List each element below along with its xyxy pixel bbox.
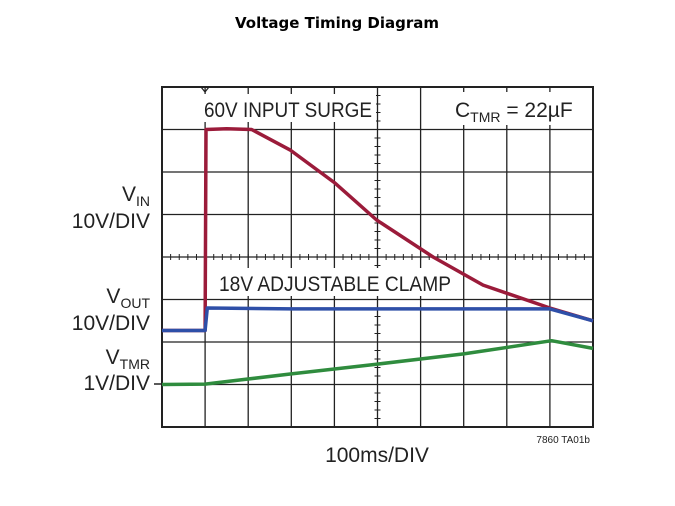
vout-label: VOUT	[106, 285, 150, 311]
scope-grid	[161, 86, 593, 427]
figure-id: 7860 TA01b	[536, 435, 590, 446]
trace-vin	[162, 126, 594, 333]
surge-label: 60V INPUT SURGE	[204, 99, 372, 122]
vin-scale: 10V/DIV	[72, 210, 150, 233]
plot-frame	[161, 86, 594, 428]
surge-label-bg	[200, 94, 376, 122]
x-axis-label: 100ms/DIV	[325, 444, 429, 467]
trace-vout	[162, 306, 594, 333]
ctmr-label: CTMR = 22µF	[455, 99, 573, 125]
traces	[161, 126, 594, 387]
clamp-label-bg	[216, 268, 454, 296]
clamp-label: 18V ADJUSTABLE CLAMP	[219, 273, 451, 296]
vtmr-label: VTMR	[106, 346, 150, 372]
trace-vtmr	[161, 338, 594, 387]
trigger-marker	[200, 86, 210, 93]
vout-scale: 10V/DIV	[72, 312, 150, 335]
vtmr-scale: 1V/DIV	[83, 372, 150, 395]
chart-title: Voltage Timing Diagram	[235, 14, 439, 32]
vin-label: VIN	[122, 183, 150, 209]
ctmr-label-bg	[450, 92, 588, 125]
